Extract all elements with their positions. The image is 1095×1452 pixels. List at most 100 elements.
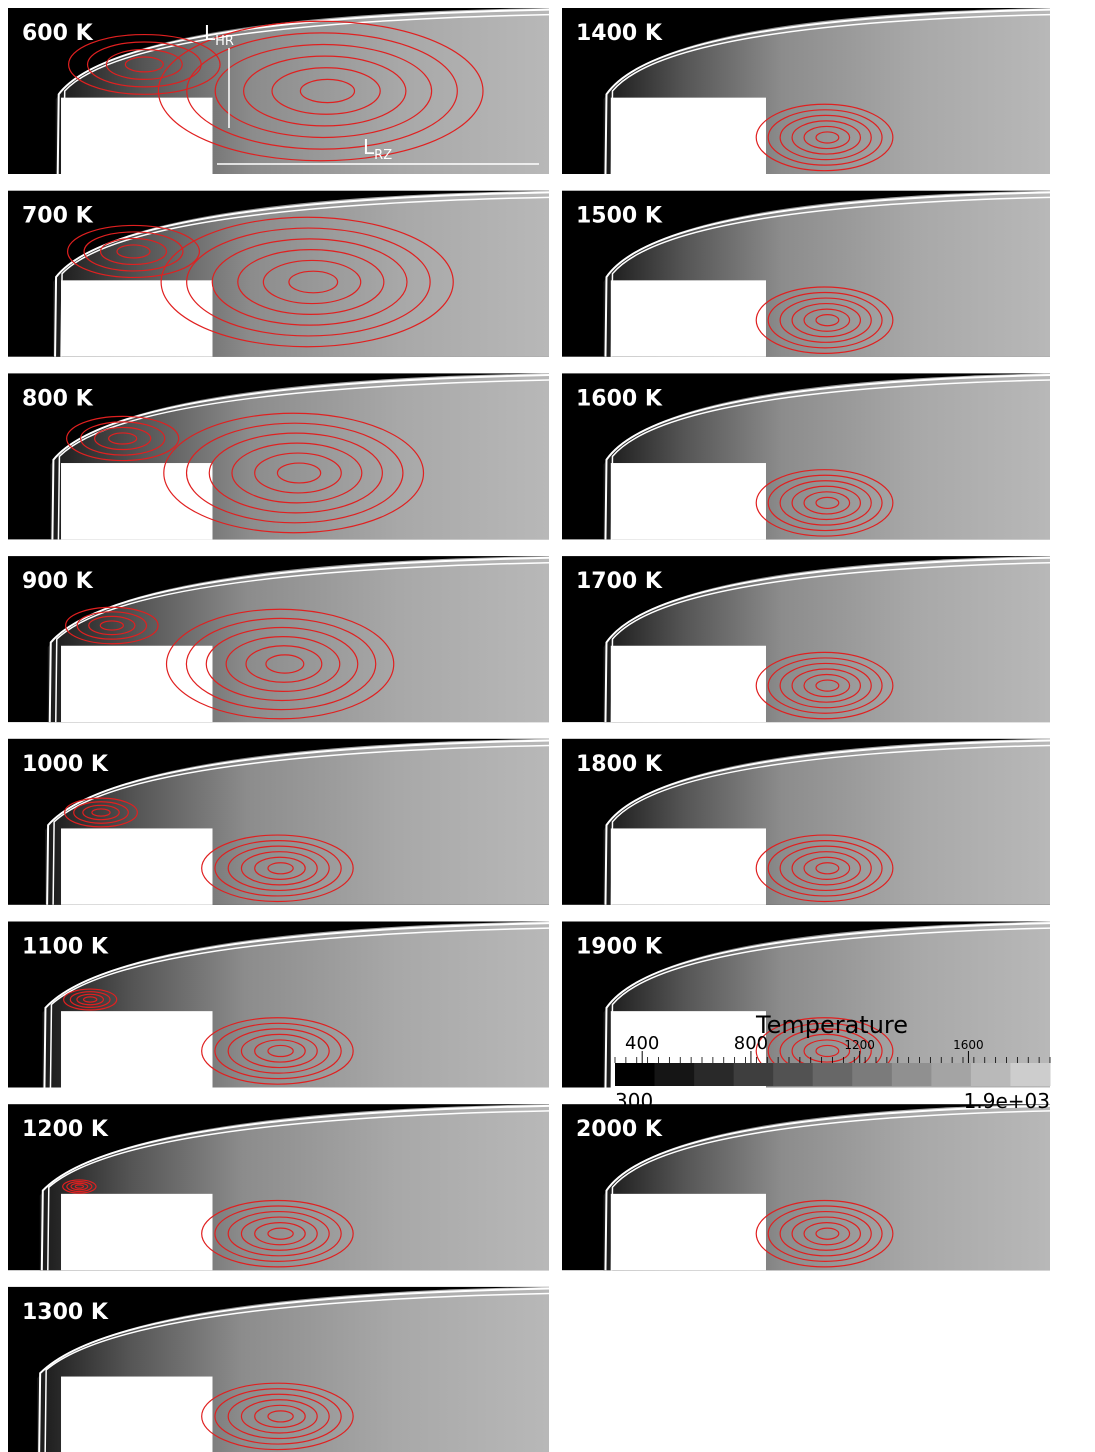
streamline (240, 1033, 318, 1069)
flame-front (610, 379, 1051, 540)
streamline (227, 845, 330, 892)
panel: 1700 K (562, 556, 1051, 723)
streamline (185, 617, 377, 711)
colorbar-band (1010, 1063, 1051, 1086)
streamline (99, 237, 168, 266)
streamline (227, 1210, 330, 1257)
streamline (201, 1199, 354, 1268)
streamline (254, 856, 306, 880)
streamline (67, 224, 200, 279)
panel-label: 600 K (22, 21, 94, 46)
streamline (240, 1399, 318, 1434)
flame-front (610, 744, 1051, 905)
flame-front (604, 556, 1051, 723)
streamline (299, 78, 356, 104)
streamline (267, 1044, 294, 1058)
streamline (214, 1388, 342, 1445)
streamline (254, 1039, 306, 1063)
streamline (254, 1222, 306, 1246)
streamline (767, 291, 883, 349)
streamline (791, 1216, 862, 1251)
streamline (779, 1210, 872, 1257)
step (61, 1011, 213, 1088)
streamline (211, 238, 408, 326)
panel: 1800 K (562, 738, 1051, 905)
flame-front (55, 561, 550, 723)
streamline (237, 249, 385, 315)
streamline (243, 55, 407, 127)
panel-label: 1400 K (576, 21, 663, 46)
flame-front (604, 739, 1051, 905)
colorbar-max-label: 1.9e+03 (964, 1089, 1050, 1113)
streamline (214, 1205, 342, 1262)
streamline (815, 314, 840, 327)
streamline (64, 797, 138, 828)
streamline (240, 851, 318, 886)
step (61, 463, 213, 540)
flame-front (610, 196, 1051, 357)
streamline (73, 801, 129, 824)
streamline (245, 645, 323, 683)
streamline (124, 56, 164, 73)
streamline (63, 988, 118, 1011)
panel: 1600 K (562, 373, 1051, 540)
flame-front (47, 1110, 550, 1271)
streamline (80, 421, 166, 456)
streamline (65, 606, 159, 645)
step (61, 828, 213, 905)
streamline (779, 480, 872, 526)
streamline (165, 608, 395, 720)
colorbar-band (733, 1063, 774, 1086)
panel-label: 1300 K (22, 1300, 109, 1325)
panel-label: 1900 K (576, 935, 663, 960)
flame-front (49, 927, 550, 1088)
panel-label: 2000 K (576, 1117, 663, 1142)
streamline (271, 67, 381, 115)
colorbar-band (773, 1063, 814, 1086)
streamline (201, 1382, 354, 1451)
colorbar-band (970, 1063, 1011, 1086)
streamline (803, 856, 851, 880)
panel: 1300 K (8, 1286, 550, 1452)
streamline (815, 496, 840, 510)
step (610, 645, 766, 723)
streamline (116, 244, 151, 259)
colorbar-band (931, 1063, 972, 1086)
streamline (779, 297, 872, 343)
streamline (791, 851, 862, 886)
panel: 800 K (8, 373, 550, 540)
streamline (803, 673, 851, 698)
flame-front (52, 744, 550, 905)
flame-front (46, 739, 550, 905)
streamline (185, 422, 404, 524)
streamline (67, 33, 221, 95)
panel: 1000 K (8, 738, 550, 905)
step (61, 1193, 213, 1271)
flame-front (48, 556, 550, 723)
step (610, 463, 766, 540)
streamline (91, 808, 111, 817)
flame-front (604, 922, 1051, 1088)
streamline (803, 125, 851, 150)
flame-front (43, 922, 550, 1088)
streamline (755, 469, 894, 537)
streamline (214, 840, 342, 897)
streamline (254, 1404, 306, 1429)
step (61, 280, 213, 357)
streamline (767, 109, 883, 166)
panel-label: 1600 K (576, 386, 663, 411)
tick-label: 1200 (844, 1038, 875, 1052)
streamline (82, 804, 120, 821)
flame-front (38, 1287, 550, 1452)
streamline (767, 1205, 883, 1262)
streamline (186, 227, 431, 337)
flame-front (62, 13, 550, 175)
streamline (88, 615, 136, 636)
streamline (803, 308, 851, 332)
panel: 2000 K (562, 1104, 1051, 1271)
streamline (791, 485, 862, 521)
streamline (815, 862, 840, 875)
flame-front (54, 191, 550, 357)
panel-label: 800 K (22, 386, 94, 411)
